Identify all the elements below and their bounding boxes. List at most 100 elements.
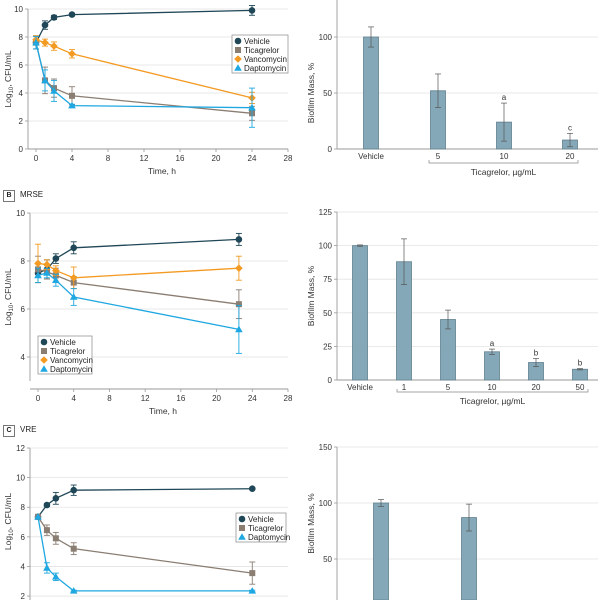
y-tick-label: 125 — [319, 208, 333, 217]
legend-ticagrelor-icon — [235, 47, 241, 53]
y-tick-label: 4 — [21, 353, 26, 362]
daptomycin-point — [41, 76, 49, 84]
y-axis-label: Log10, CFU/mL — [3, 268, 15, 326]
legend-vehicle-icon — [238, 515, 246, 523]
y-tick-label: 2 — [19, 117, 24, 126]
y-tick-label: 12 — [16, 444, 25, 453]
x-tick-label: 8 — [106, 154, 111, 163]
daptomycin-point — [43, 269, 51, 276]
daptomycin-point — [34, 513, 42, 520]
legend-daptomycin-icon — [40, 365, 48, 372]
y-axis-label: Biofilm Mass, % — [306, 265, 316, 326]
y-tick-label: 100 — [319, 242, 333, 251]
y-tick-label: 8 — [19, 33, 24, 42]
vehicle-point — [235, 236, 243, 243]
x-tick-label: Vehicle — [358, 152, 384, 161]
vehicle-point — [43, 501, 51, 509]
series-daptomycin — [32, 35, 256, 128]
y-tick-label: 4 — [19, 89, 24, 98]
y-tick-label: 150 — [319, 443, 333, 452]
vancomycin-point — [50, 42, 58, 50]
panel-b-tag: B — [3, 190, 15, 202]
legend-vehicle-label: Vehicle — [244, 37, 270, 46]
legend-daptomycin-icon — [238, 533, 246, 540]
series-vehicle — [32, 5, 256, 50]
y-tick-label: 50 — [323, 555, 332, 564]
y-tick-label: 6 — [21, 305, 26, 314]
y-axis-label: Biofilm Mass, % — [306, 493, 316, 554]
legend-ticagrelor-icon — [41, 348, 47, 354]
panel-c-tag: C — [3, 425, 15, 437]
legend-item-vancomycin: Vancomycin — [234, 55, 287, 64]
y-tick-label: 6 — [21, 533, 26, 542]
ticagrelor-point — [69, 92, 75, 99]
significance-label: b — [534, 348, 539, 357]
series-vancomycin — [32, 35, 256, 104]
x-tick-label: 8 — [107, 394, 112, 403]
legend-item-vehicle: Vehicle — [40, 338, 76, 347]
daptomycin-point — [43, 564, 51, 571]
legend-item-daptomycin: Daptomycin — [238, 533, 290, 542]
x-tick-label: 16 — [176, 154, 185, 163]
daptomycin-point — [34, 271, 42, 279]
x-tick-label: 1 — [402, 383, 407, 392]
y-axis-label: Log10, CFU/mL — [3, 50, 15, 108]
vancomycin-point — [43, 260, 51, 269]
daptomycin-point — [52, 276, 60, 283]
ticagrelor-point — [52, 535, 59, 542]
series-daptomycin — [34, 267, 243, 354]
group-bracket — [396, 389, 589, 393]
x-tick-label: 12 — [140, 154, 149, 163]
significance-label: c — [568, 123, 572, 132]
daptomycin-line — [37, 272, 240, 331]
legend-vancomycin-icon — [40, 356, 48, 364]
vancomycin-point — [34, 259, 42, 268]
y-tick-label: 10 — [16, 209, 25, 218]
vancomycin-line — [35, 39, 253, 99]
vancomycin-point — [69, 274, 78, 282]
daptomycin-point — [52, 573, 60, 580]
y-axis-label: Biofilm Mass, % — [306, 62, 316, 123]
x-tick-label: 24 — [248, 154, 257, 163]
legend-vancomycin-icon — [234, 55, 242, 63]
x-tick-label: 20 — [212, 394, 221, 403]
x-tick-label: 12 — [141, 394, 150, 403]
daptomycin-point — [248, 103, 256, 111]
daptomycin-point — [235, 325, 243, 333]
series-daptomycin — [34, 513, 257, 594]
ticagrelor-point — [70, 545, 77, 552]
bar — [373, 502, 389, 600]
legend-ticagrelor-label: Ticagrelor — [244, 46, 280, 55]
x-tick-label: 10 — [500, 152, 509, 161]
panel-c-title: VRE — [20, 425, 37, 434]
y-tick-label: 0 — [328, 145, 333, 154]
y-tick-label: 10 — [14, 5, 23, 14]
significance-label: a — [502, 93, 507, 102]
x-tick-label: 20 — [212, 154, 221, 163]
x-tick-label: 20 — [566, 152, 575, 161]
ticagrelor-point — [235, 301, 242, 308]
x-tick-label: 4 — [71, 394, 76, 403]
ticagrelor-point — [249, 570, 256, 577]
x-axis-label: Time, h — [148, 166, 176, 176]
daptomycin-point — [32, 38, 40, 46]
y-tick-label: 8 — [21, 257, 26, 266]
legend-vehicle-label: Vehicle — [50, 338, 76, 347]
x-tick-label: 20 — [532, 383, 541, 392]
panel-b-title: MRSE — [20, 190, 44, 199]
x-tick-label: 10 — [488, 383, 497, 392]
legend-item-vehicle: Vehicle — [238, 515, 274, 524]
vehicle-point — [248, 7, 256, 14]
daptomycin-point — [50, 87, 58, 94]
vancomycin-point — [41, 38, 49, 47]
daptomycin-line — [37, 516, 253, 592]
x-axis-label: Ticagrelor, µg/mL — [471, 167, 537, 177]
x-tick-label: 5 — [436, 152, 441, 161]
series-vehicle — [34, 484, 256, 521]
legend-daptomycin-label: Daptomycin — [50, 365, 92, 374]
daptomycin-point — [69, 293, 78, 300]
y-axis-label: Log10, CFU/mL — [3, 493, 15, 551]
legend-item-daptomycin: Daptomycin — [234, 64, 286, 73]
vehicle-point — [52, 495, 60, 502]
group-bracket — [428, 160, 579, 164]
